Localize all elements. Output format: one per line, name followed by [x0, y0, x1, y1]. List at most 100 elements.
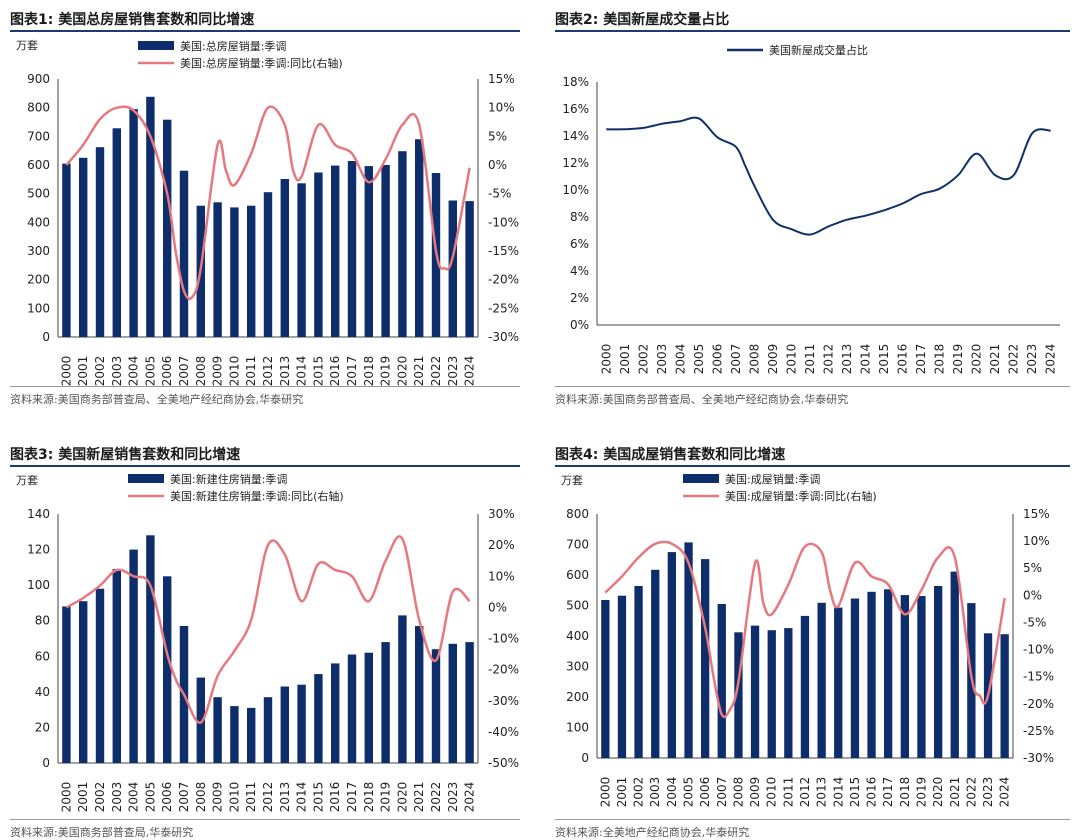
x-tick-label: 2014: [831, 777, 845, 808]
y-tick-label: 500: [27, 187, 50, 201]
x-tick-label: 2003: [110, 782, 124, 813]
y-tick-label: 0: [42, 330, 50, 344]
series-line: [606, 116, 1051, 236]
x-tick-label: 2022: [1007, 344, 1021, 375]
bar: [213, 202, 222, 337]
source-note: 资料来源:全美地产经纪商协会,华泰研究: [555, 826, 750, 839]
bar: [701, 559, 710, 758]
bar: [364, 166, 373, 337]
x-tick-label: 2000: [59, 356, 73, 387]
x-tick-label: 2013: [815, 777, 829, 808]
x-tick-label: 2011: [781, 777, 795, 808]
bar: [784, 628, 793, 758]
source-rule: [555, 819, 1070, 820]
x-tick-label: 2014: [859, 344, 873, 375]
x-tick-label: 2021: [948, 777, 962, 808]
x-tick-label: 2019: [379, 356, 393, 387]
y-unit-label: 万套: [561, 474, 583, 487]
bar: [314, 674, 323, 763]
x-tick-label: 2016: [328, 782, 342, 813]
bar: [398, 151, 407, 337]
bar: [247, 707, 256, 763]
y2-tick-label: 0%: [1023, 588, 1042, 602]
chart-3: 万套 0 20 40 60 80 100 120 140 -50% -40% -30% -20% -10%…: [16, 472, 519, 813]
y-tick-label: 200: [566, 690, 589, 704]
x-tick-label: 2002: [93, 782, 107, 813]
x-tick-label: 2022: [964, 777, 978, 808]
y-tick-label: 16%: [562, 102, 589, 116]
x-tick-label: 2007: [715, 777, 729, 808]
x-tick-label: 2019: [379, 782, 393, 813]
x-tick-label: 2008: [194, 356, 208, 387]
x-tick-label: 2002: [636, 344, 650, 375]
bar: [884, 589, 893, 758]
x-tick-label: 2004: [127, 356, 141, 387]
x-tick-label: 2009: [211, 782, 225, 813]
title-rule: [555, 30, 1070, 32]
title-rule: [10, 465, 520, 467]
bar: [230, 207, 239, 337]
y-unit-label: 万套: [16, 474, 38, 487]
chart-2: 0% 2% 4% 6% 8% 10% 12% 14% 16% 18% 2000 2001 2002 200…: [562, 43, 1060, 375]
panel-new-home-sales: 图表3: 美国新屋销售套数和同比增速 万套 0 20 40 60 80 100 120 140 -…: [10, 435, 530, 840]
x-tick-label: 2020: [395, 782, 409, 813]
panel-title: 图表1: 美国总房屋销售套数和同比增速: [10, 12, 255, 28]
x-tick-label: 2012: [798, 777, 812, 808]
y-tick-label: 200: [27, 273, 50, 287]
x-tick-label: 2009: [766, 344, 780, 375]
y-tick-label: 4%: [570, 264, 589, 278]
bar: [867, 591, 876, 758]
y2-tick-label: -25%: [1023, 724, 1054, 738]
x-tick-label: 2024: [998, 777, 1012, 808]
source-note: 资料来源:美国商务部普查局、全美地产经纪商协会,华泰研究: [555, 393, 849, 406]
legend-label: 美国:新建住房销量:季调: [170, 472, 287, 486]
bar: [448, 643, 457, 763]
x-tick-label: 2015: [848, 777, 862, 808]
bar: [95, 147, 105, 337]
y2-tick-label: 15%: [1023, 507, 1050, 521]
bar: [601, 600, 610, 758]
x-tick-label: 2015: [877, 344, 891, 375]
y2-tick-label: -25%: [488, 301, 519, 315]
y-tick-label: 0: [581, 751, 589, 765]
y-tick-label: 40: [35, 685, 50, 699]
bar: [129, 109, 138, 337]
bar: [465, 642, 474, 763]
y-tick-label: 8%: [570, 210, 589, 224]
bar: [163, 576, 172, 764]
y-tick-label: 6%: [570, 237, 589, 251]
y-tick-label: 600: [566, 568, 589, 582]
x-tick-label: 2016: [328, 356, 342, 387]
series-line: [604, 540, 1006, 719]
x-tick-label: 2017: [345, 356, 359, 387]
y2-tick-label: 15%: [488, 72, 515, 86]
y2-tick-label: 10%: [1023, 534, 1050, 548]
x-tick-label: 2024: [463, 356, 477, 387]
y2-tick-label: -30%: [1023, 751, 1054, 765]
bar: [431, 649, 441, 763]
x-tick-label: 2003: [648, 777, 662, 808]
x-tick-label: 2023: [1025, 344, 1039, 375]
y2-tick-label: -5%: [488, 187, 511, 201]
x-tick-label: 2021: [412, 782, 426, 813]
y-tick-label: 400: [27, 215, 50, 229]
bar: [263, 697, 273, 763]
y-tick-label: 100: [27, 578, 50, 592]
y-tick-label: 300: [566, 660, 589, 674]
legend-label: 美国:成屋销量:季调: [725, 472, 820, 486]
x-tick-label: 2005: [682, 777, 696, 808]
x-tick-label: 2002: [93, 356, 107, 387]
y2-tick-label: 0%: [488, 158, 507, 172]
y-tick-label: 80: [35, 614, 50, 628]
bar: [112, 128, 121, 337]
x-tick-label: 2010: [765, 777, 779, 808]
x-tick-label: 2010: [784, 344, 798, 375]
legend-label: 美国:成屋销量:季调:同比(右轴): [725, 489, 877, 503]
bar: [347, 654, 357, 763]
bar: [331, 663, 340, 763]
panel-new-home-share: 图表2: 美国新屋成交量占比 0% 2% 4% 6% 8% 10% 12% 14% 16% 18%…: [555, 0, 1075, 420]
x-tick-label: 2015: [311, 356, 325, 387]
x-tick-label: 2006: [710, 344, 724, 375]
x-tick-label: 2009: [211, 356, 225, 387]
legend-swatch: [683, 474, 719, 483]
